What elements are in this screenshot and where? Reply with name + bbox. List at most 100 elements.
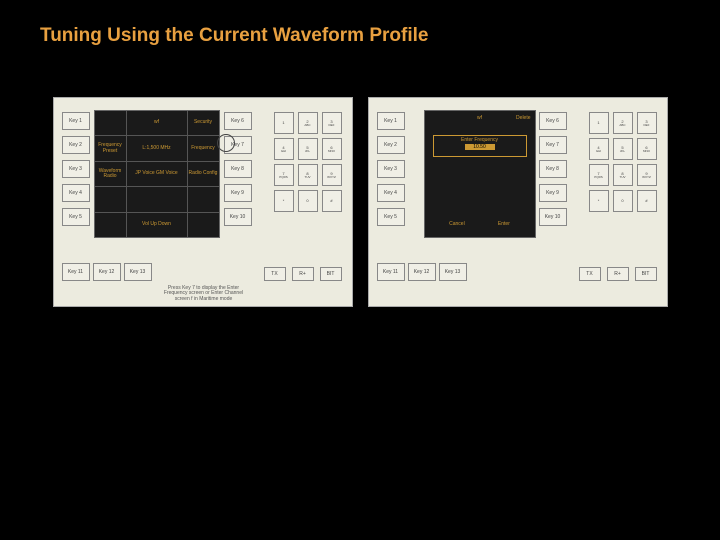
fn-bit-2[interactable]: BIT [635, 267, 657, 281]
key-12[interactable]: Key 12 [93, 263, 121, 281]
numpad-key[interactable]: 6MNO [322, 138, 342, 160]
d2-freq-box: Enter Frequency 10.50 [433, 135, 527, 157]
left-keys-col-2: Key 1 Key 2 Key 3 Key 4 Key 5 [377, 112, 405, 226]
d2-enter: Enter [498, 221, 510, 227]
bottom-keys-1: Key 11 Key 12 Key 13 [62, 263, 152, 281]
key-4[interactable]: Key 4 [62, 184, 90, 202]
numpad-key[interactable]: 7PQRS [274, 164, 294, 186]
display-row: wfSecurity [95, 111, 219, 136]
display-row: Frequency PresetL:1,500 MHzFrequency [95, 136, 219, 161]
fn-tx-2[interactable]: TX [579, 267, 601, 281]
numpad-key[interactable]: 1 [589, 112, 609, 134]
fn-keys-1: TX R+ BIT [264, 267, 342, 281]
display-cell: L:1,500 MHz [127, 136, 188, 160]
fn-rplus[interactable]: R+ [292, 267, 314, 281]
numpad-key[interactable]: 4GHI [589, 138, 609, 160]
numpad-key[interactable]: 9WXYZ [322, 164, 342, 186]
right-keys-col-2: Key 6 Key 7 Key 8 Key 9 Key 10 [539, 112, 567, 226]
numpad-key[interactable]: * [274, 190, 294, 212]
key-3b[interactable]: Key 3 [377, 160, 405, 178]
numpad-key[interactable]: 4GHI [274, 138, 294, 160]
key-2b[interactable]: Key 2 [377, 136, 405, 154]
key-13b[interactable]: Key 13 [439, 263, 467, 281]
numpad-key[interactable]: 5JKL [613, 138, 633, 160]
panel-left: Key 1 Key 2 Key 3 Key 4 Key 5 wfSecurity… [53, 97, 353, 307]
key-10[interactable]: Key 10 [224, 208, 252, 226]
key-13[interactable]: Key 13 [124, 263, 152, 281]
numpad-key[interactable]: 2ABC [298, 112, 318, 134]
page-title: Tuning Using the Current Waveform Profil… [0, 0, 720, 47]
display-row [95, 187, 219, 212]
display-cell: Frequency [188, 136, 219, 160]
numpad-key[interactable]: 7PQRS [589, 164, 609, 186]
display-2: wf Delete Enter Frequency 10.50 Cancel E… [424, 110, 536, 238]
numpad-key[interactable]: 8TUV [613, 164, 633, 186]
key-6b[interactable]: Key 6 [539, 112, 567, 130]
numpad-2: 12ABC3DEF 4GHI5JKL6MNO 7PQRS8TUV9WXYZ *0# [589, 112, 657, 212]
display-cell [95, 111, 127, 135]
display-cell [127, 187, 188, 211]
d2-label: Enter Frequency [434, 136, 526, 143]
panel-right: Key 1 Key 2 Key 3 Key 4 Key 5 wf Delete … [368, 97, 668, 307]
display-cell: Waveform Radio [95, 162, 127, 186]
d2-value: 10.50 [465, 144, 495, 150]
numpad-key[interactable]: # [637, 190, 657, 212]
display-1: wfSecurityFrequency PresetL:1,500 MHzFre… [94, 110, 220, 238]
key-4b[interactable]: Key 4 [377, 184, 405, 202]
numpad-key[interactable]: 0 [298, 190, 318, 212]
key-9b[interactable]: Key 9 [539, 184, 567, 202]
key-10b[interactable]: Key 10 [539, 208, 567, 226]
fn-bit[interactable]: BIT [320, 267, 342, 281]
key-6[interactable]: Key 6 [224, 112, 252, 130]
fn-keys-2: TX R+ BIT [579, 267, 657, 281]
key-7[interactable]: Key 7 [224, 136, 252, 154]
right-keys-col: Key 6 Key 7 Key 8 Key 9 Key 10 [224, 112, 252, 226]
numpad-key[interactable]: 6MNO [637, 138, 657, 160]
d2-delete: Delete [516, 115, 530, 121]
numpad-key[interactable]: * [589, 190, 609, 212]
left-keys-col: Key 1 Key 2 Key 3 Key 4 Key 5 [62, 112, 90, 226]
display-cell: JP Voice GM Voice [127, 162, 188, 186]
numpad-key[interactable]: 2ABC [613, 112, 633, 134]
key-12b[interactable]: Key 12 [408, 263, 436, 281]
display-cell [188, 213, 219, 237]
fn-tx[interactable]: TX [264, 267, 286, 281]
hint-text: Press Key 7 to display the Enter Frequen… [159, 286, 249, 303]
d2-bottom: Cancel Enter [433, 221, 527, 227]
key-2[interactable]: Key 2 [62, 136, 90, 154]
panels-container: Key 1 Key 2 Key 3 Key 4 Key 5 wfSecurity… [0, 47, 720, 307]
key-1[interactable]: Key 1 [62, 112, 90, 130]
display-row: Waveform RadioJP Voice GM VoiceRadio Con… [95, 162, 219, 187]
display-row: Vol Up Down [95, 213, 219, 237]
numpad-key[interactable]: 8TUV [298, 164, 318, 186]
numpad-key[interactable]: 3DEF [322, 112, 342, 134]
numpad-key[interactable]: 3DEF [637, 112, 657, 134]
display-cell: wf [127, 111, 188, 135]
key-8[interactable]: Key 8 [224, 160, 252, 178]
display-cell [95, 213, 127, 237]
key-5[interactable]: Key 5 [62, 208, 90, 226]
key-11[interactable]: Key 11 [62, 263, 90, 281]
bottom-keys-2: Key 11 Key 12 Key 13 [377, 263, 467, 281]
display-cell: Radio Config [188, 162, 219, 186]
display-cell: Frequency Preset [95, 136, 127, 160]
numpad-key[interactable]: # [322, 190, 342, 212]
key-8b[interactable]: Key 8 [539, 160, 567, 178]
key-11b[interactable]: Key 11 [377, 263, 405, 281]
display-cell [188, 187, 219, 211]
key-9[interactable]: Key 9 [224, 184, 252, 202]
key-7b[interactable]: Key 7 [539, 136, 567, 154]
d2-cancel: Cancel [449, 221, 465, 227]
numpad-key[interactable]: 0 [613, 190, 633, 212]
display-cell: Security [188, 111, 219, 135]
display-cell: Vol Up Down [127, 213, 188, 237]
numpad-key[interactable]: 5JKL [298, 138, 318, 160]
key-1b[interactable]: Key 1 [377, 112, 405, 130]
numpad-key[interactable]: 9WXYZ [637, 164, 657, 186]
fn-rplus-2[interactable]: R+ [607, 267, 629, 281]
numpad-1: 12ABC3DEF 4GHI5JKL6MNO 7PQRS8TUV9WXYZ *0# [274, 112, 342, 212]
display-cell [95, 187, 127, 211]
key-3[interactable]: Key 3 [62, 160, 90, 178]
numpad-key[interactable]: 1 [274, 112, 294, 134]
key-5b[interactable]: Key 5 [377, 208, 405, 226]
